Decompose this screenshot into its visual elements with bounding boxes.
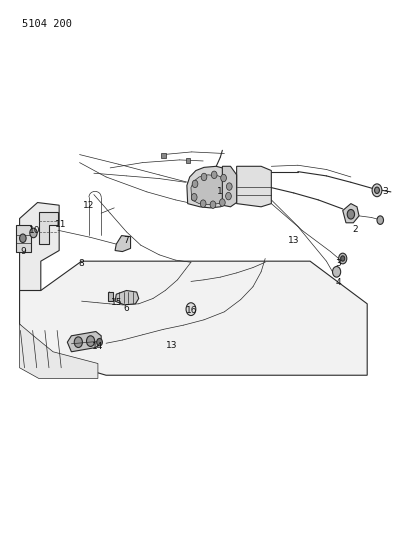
Circle shape bbox=[220, 199, 225, 206]
Polygon shape bbox=[237, 166, 271, 207]
Polygon shape bbox=[115, 236, 131, 252]
Circle shape bbox=[200, 200, 206, 207]
Polygon shape bbox=[67, 332, 101, 352]
Text: 14: 14 bbox=[92, 342, 104, 351]
Circle shape bbox=[226, 192, 231, 200]
Bar bbox=[161, 153, 166, 158]
Text: 5104 200: 5104 200 bbox=[22, 19, 73, 29]
Text: 4: 4 bbox=[336, 278, 341, 287]
Circle shape bbox=[347, 209, 355, 219]
Text: 2: 2 bbox=[352, 225, 358, 233]
Circle shape bbox=[226, 183, 232, 190]
Text: 9: 9 bbox=[21, 247, 27, 256]
Polygon shape bbox=[222, 166, 237, 207]
Text: 15: 15 bbox=[111, 298, 122, 307]
Circle shape bbox=[339, 253, 347, 264]
Circle shape bbox=[375, 187, 379, 193]
Polygon shape bbox=[343, 204, 359, 223]
Text: 13: 13 bbox=[288, 237, 299, 245]
Text: 12: 12 bbox=[83, 201, 95, 209]
Circle shape bbox=[221, 174, 226, 182]
Text: 7: 7 bbox=[124, 237, 129, 245]
Polygon shape bbox=[20, 203, 59, 290]
Text: 11: 11 bbox=[55, 221, 66, 229]
Polygon shape bbox=[115, 290, 139, 305]
Circle shape bbox=[192, 180, 198, 188]
Circle shape bbox=[97, 338, 102, 346]
Circle shape bbox=[377, 216, 384, 224]
Text: 10: 10 bbox=[29, 227, 40, 235]
Circle shape bbox=[341, 256, 345, 261]
Circle shape bbox=[211, 171, 217, 179]
Circle shape bbox=[186, 303, 196, 316]
Circle shape bbox=[210, 201, 216, 208]
Bar bbox=[108, 292, 113, 301]
Bar bbox=[186, 158, 190, 163]
Circle shape bbox=[74, 337, 82, 348]
Text: 3: 3 bbox=[336, 260, 341, 268]
Text: 16: 16 bbox=[186, 306, 197, 314]
Circle shape bbox=[30, 228, 37, 238]
Text: 8: 8 bbox=[79, 260, 84, 268]
Polygon shape bbox=[187, 166, 237, 208]
Circle shape bbox=[201, 173, 207, 181]
Circle shape bbox=[191, 193, 197, 201]
Text: 6: 6 bbox=[124, 304, 129, 312]
Circle shape bbox=[333, 266, 341, 277]
Circle shape bbox=[20, 234, 26, 243]
Text: 1: 1 bbox=[217, 188, 223, 196]
Polygon shape bbox=[16, 225, 31, 252]
Text: 13: 13 bbox=[166, 341, 177, 350]
Polygon shape bbox=[191, 175, 231, 205]
Circle shape bbox=[372, 184, 382, 197]
Polygon shape bbox=[39, 212, 58, 244]
Text: 3: 3 bbox=[383, 188, 388, 196]
Polygon shape bbox=[20, 324, 98, 378]
Circle shape bbox=[86, 336, 95, 346]
Polygon shape bbox=[20, 261, 367, 375]
